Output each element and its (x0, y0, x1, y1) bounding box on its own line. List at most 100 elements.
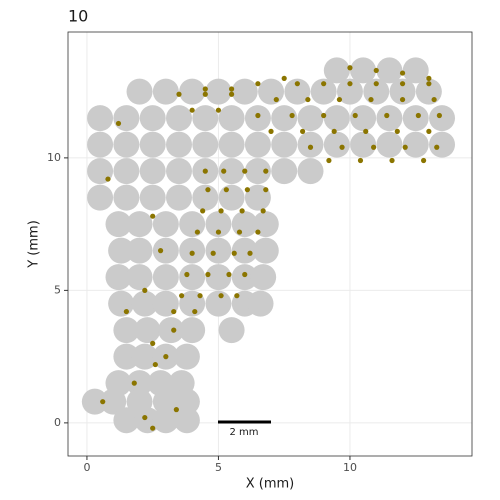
point (105, 176, 111, 182)
point (163, 354, 169, 360)
point (389, 157, 395, 164)
point (263, 168, 269, 174)
point (307, 144, 314, 150)
point (363, 128, 369, 134)
point (105, 211, 132, 238)
point (108, 237, 135, 264)
point (263, 187, 269, 193)
point (218, 293, 224, 299)
point (347, 81, 353, 87)
x-axis-label: X (mm) (246, 477, 295, 492)
point (323, 131, 350, 158)
point (242, 271, 248, 278)
point (152, 361, 158, 368)
point (218, 105, 245, 132)
point (194, 229, 201, 235)
point (179, 237, 206, 264)
point (271, 131, 298, 158)
point (244, 158, 271, 185)
points (81, 57, 456, 434)
point (402, 105, 429, 132)
point (218, 208, 224, 214)
point (228, 86, 235, 92)
point (323, 57, 350, 84)
point (152, 211, 179, 238)
point (376, 131, 403, 158)
point (192, 184, 219, 211)
point (173, 343, 200, 370)
point (415, 112, 421, 119)
point (158, 317, 185, 344)
point (113, 317, 140, 344)
point (297, 105, 324, 132)
point (244, 131, 271, 158)
point (152, 264, 179, 291)
point (189, 107, 195, 113)
point (150, 213, 156, 219)
point (255, 229, 261, 235)
point (113, 158, 140, 185)
point (171, 308, 177, 315)
point (368, 96, 374, 103)
point (205, 187, 211, 193)
point (179, 293, 185, 299)
point (284, 78, 311, 105)
point (226, 271, 232, 278)
point (157, 248, 164, 254)
point (210, 250, 216, 256)
point (179, 317, 206, 344)
x-tick-label: 5 (215, 461, 222, 474)
point (173, 388, 200, 415)
point (321, 112, 327, 119)
point (223, 187, 229, 193)
point (205, 78, 232, 105)
point (152, 388, 179, 415)
point (228, 91, 235, 97)
point (389, 78, 416, 105)
point (331, 128, 337, 134)
point (134, 317, 161, 344)
point (350, 57, 377, 84)
point (192, 105, 219, 132)
point (326, 157, 332, 164)
point (165, 131, 192, 158)
point (231, 250, 237, 256)
point (215, 107, 222, 113)
point (244, 105, 271, 132)
point (205, 237, 232, 264)
point (202, 168, 208, 174)
point (197, 293, 203, 299)
point (339, 144, 345, 150)
point (100, 388, 127, 415)
point (113, 407, 140, 434)
point (152, 407, 179, 434)
point (131, 343, 158, 370)
point (239, 208, 245, 214)
point (281, 75, 287, 81)
point (113, 131, 140, 158)
point (165, 158, 192, 185)
point (139, 158, 166, 185)
point (321, 81, 327, 87)
point (255, 112, 261, 119)
point (376, 57, 403, 84)
point (179, 78, 206, 105)
point (421, 157, 427, 164)
point (139, 131, 166, 158)
point (300, 128, 306, 134)
point (347, 65, 353, 71)
point (87, 131, 114, 158)
point (200, 208, 206, 214)
point (150, 340, 156, 346)
point (215, 229, 222, 235)
point (192, 131, 219, 158)
point (113, 105, 140, 132)
point (205, 211, 232, 238)
point (399, 96, 406, 103)
point (273, 96, 279, 103)
point (218, 317, 245, 344)
point (205, 290, 232, 317)
point (165, 184, 192, 211)
point (289, 112, 295, 119)
